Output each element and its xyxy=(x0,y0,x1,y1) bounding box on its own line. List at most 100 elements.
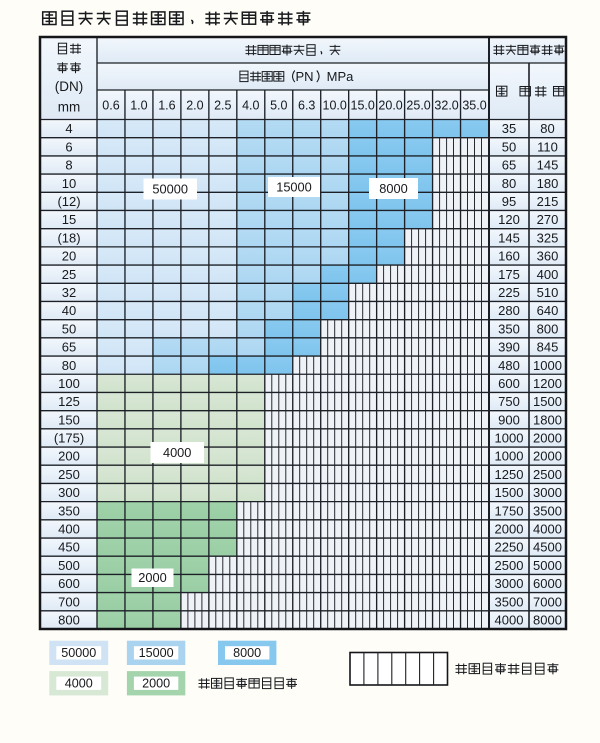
svg-text:215: 215 xyxy=(537,194,559,209)
svg-text:2000: 2000 xyxy=(533,449,562,464)
svg-text:20: 20 xyxy=(62,249,76,264)
svg-text:3500: 3500 xyxy=(495,594,524,609)
svg-text:5000: 5000 xyxy=(533,558,562,573)
svg-text:8000: 8000 xyxy=(379,181,407,196)
svg-text:700: 700 xyxy=(58,594,80,609)
svg-text:50000: 50000 xyxy=(152,182,188,197)
svg-text:270: 270 xyxy=(537,212,559,227)
svg-text:4: 4 xyxy=(65,121,72,136)
svg-text:160: 160 xyxy=(498,249,520,264)
svg-text:15: 15 xyxy=(62,212,76,227)
svg-text:35.0: 35.0 xyxy=(462,98,486,112)
svg-text:2500: 2500 xyxy=(495,558,524,573)
svg-text:1750: 1750 xyxy=(495,503,524,518)
svg-text:1800: 1800 xyxy=(533,412,562,427)
svg-text:1200: 1200 xyxy=(533,376,562,391)
svg-text:1.0: 1.0 xyxy=(130,98,147,112)
svg-text:125: 125 xyxy=(58,394,80,409)
svg-text:32.0: 32.0 xyxy=(434,98,458,112)
svg-text:35: 35 xyxy=(502,121,516,136)
svg-text:7000: 7000 xyxy=(533,594,562,609)
svg-text:80: 80 xyxy=(62,358,76,373)
svg-text:480: 480 xyxy=(498,358,520,373)
svg-text:mm: mm xyxy=(58,100,81,115)
svg-text:4000: 4000 xyxy=(533,522,562,537)
svg-text:200: 200 xyxy=(58,449,80,464)
svg-text:20.0: 20.0 xyxy=(378,98,402,112)
svg-text:80: 80 xyxy=(502,176,516,191)
svg-text:1000: 1000 xyxy=(533,358,562,373)
svg-text:0.6: 0.6 xyxy=(102,98,119,112)
svg-text:1000: 1000 xyxy=(495,449,524,464)
svg-text:300: 300 xyxy=(58,485,80,500)
svg-text:65: 65 xyxy=(62,340,76,355)
svg-text:2000: 2000 xyxy=(142,677,170,691)
svg-text:360: 360 xyxy=(537,249,559,264)
svg-text:6: 6 xyxy=(65,139,72,154)
svg-text:4500: 4500 xyxy=(533,540,562,555)
svg-text:(18): (18) xyxy=(57,230,80,245)
svg-text:6.3: 6.3 xyxy=(298,98,315,112)
svg-text:80: 80 xyxy=(540,121,554,136)
svg-text:145: 145 xyxy=(498,230,520,245)
svg-text:4000: 4000 xyxy=(495,613,524,628)
svg-text:50: 50 xyxy=(62,321,76,336)
svg-text:2000: 2000 xyxy=(138,570,166,585)
svg-text:800: 800 xyxy=(537,321,559,336)
svg-text:1500: 1500 xyxy=(533,394,562,409)
svg-text:110: 110 xyxy=(537,139,558,154)
svg-text:8000: 8000 xyxy=(533,613,562,628)
svg-text:800: 800 xyxy=(58,613,80,628)
svg-text:150: 150 xyxy=(58,412,80,427)
svg-text:5.0: 5.0 xyxy=(270,98,287,112)
svg-text:500: 500 xyxy=(58,558,80,573)
svg-text:1250: 1250 xyxy=(495,467,524,482)
svg-text:(DN): (DN) xyxy=(55,79,84,94)
svg-text:2500: 2500 xyxy=(533,467,562,482)
svg-text:4000: 4000 xyxy=(65,677,93,691)
svg-text:845: 845 xyxy=(537,340,559,355)
svg-text:8000: 8000 xyxy=(233,646,261,660)
svg-text:175: 175 xyxy=(498,267,520,282)
svg-text:390: 390 xyxy=(498,340,520,355)
svg-text:1000: 1000 xyxy=(495,431,524,446)
svg-text:3000: 3000 xyxy=(495,576,524,591)
svg-text:25: 25 xyxy=(62,267,76,282)
svg-text:15000: 15000 xyxy=(139,646,174,660)
svg-text:40: 40 xyxy=(62,303,76,318)
svg-text:50000: 50000 xyxy=(61,646,96,660)
svg-text:3500: 3500 xyxy=(533,503,562,518)
svg-text:65: 65 xyxy=(502,158,516,173)
svg-text:25.0: 25.0 xyxy=(406,98,430,112)
svg-text:510: 510 xyxy=(537,285,559,300)
svg-text:2250: 2250 xyxy=(495,540,524,555)
svg-text:50: 50 xyxy=(502,139,516,154)
svg-text:250: 250 xyxy=(58,467,80,482)
svg-text:1500: 1500 xyxy=(495,485,524,500)
svg-text:750: 750 xyxy=(498,394,520,409)
svg-text:180: 180 xyxy=(537,176,559,191)
svg-text:(12): (12) xyxy=(57,194,80,209)
svg-text:400: 400 xyxy=(537,267,559,282)
svg-text:145: 145 xyxy=(537,158,559,173)
svg-text:(175): (175) xyxy=(54,431,84,446)
svg-text:600: 600 xyxy=(58,576,80,591)
svg-text:640: 640 xyxy=(537,303,559,318)
svg-text:10.0: 10.0 xyxy=(323,98,347,112)
svg-text:2.5: 2.5 xyxy=(214,98,231,112)
svg-text:2.0: 2.0 xyxy=(186,98,203,112)
svg-text:4.0: 4.0 xyxy=(242,98,259,112)
svg-text:325: 325 xyxy=(537,230,559,245)
svg-text:8: 8 xyxy=(65,158,72,173)
svg-text:10: 10 xyxy=(62,176,76,191)
svg-text:1.6: 1.6 xyxy=(158,98,175,112)
svg-text:400: 400 xyxy=(58,522,80,537)
svg-text:PN: PN xyxy=(295,69,313,84)
svg-text:2000: 2000 xyxy=(495,522,524,537)
svg-text:280: 280 xyxy=(498,303,520,318)
svg-text:900: 900 xyxy=(498,412,520,427)
svg-text:MPa: MPa xyxy=(327,69,355,84)
svg-text:450: 450 xyxy=(58,540,80,555)
svg-text:2000: 2000 xyxy=(533,431,562,446)
svg-text:95: 95 xyxy=(502,194,516,209)
